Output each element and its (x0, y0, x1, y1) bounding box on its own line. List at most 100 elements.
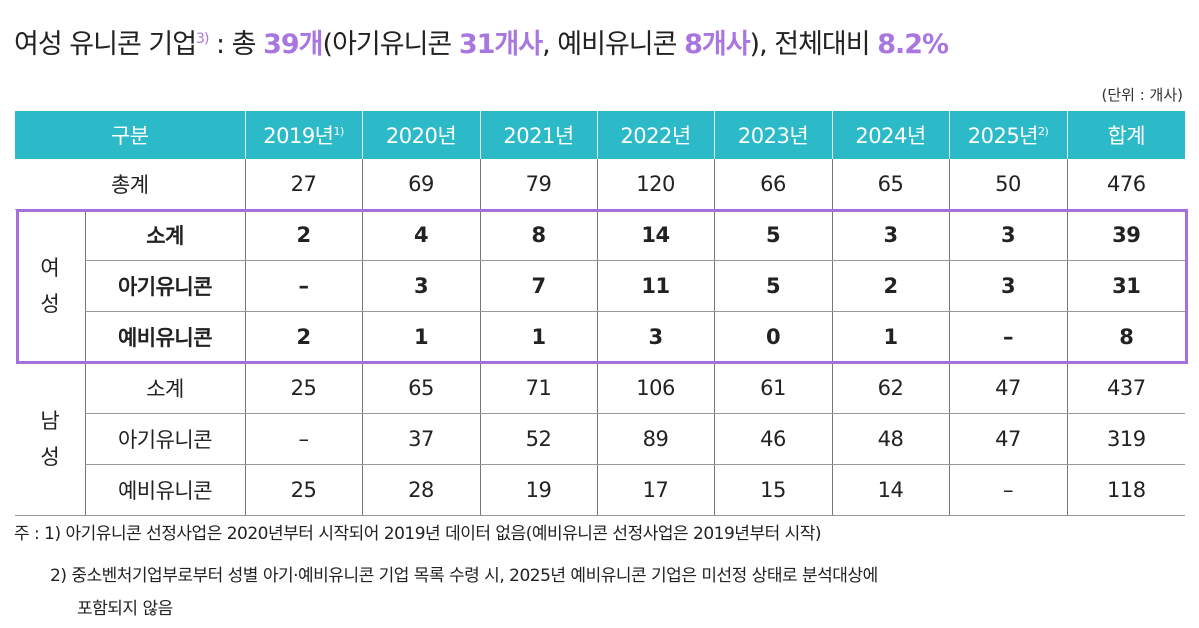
cell-value: – (244, 413, 363, 465)
cell-value: 69 (361, 159, 481, 210)
group-label-char: 성 (40, 444, 60, 469)
table-row: 아기유니콘 –3 7 11 5 2 3 31 (15, 260, 1186, 312)
cell-value: 62 (831, 362, 950, 414)
group-label-char: 남 (40, 408, 60, 433)
title-text: 여성 유니콘 기업 (14, 29, 197, 60)
cell-value: 47 (948, 362, 1068, 414)
cell-value: 27 (244, 159, 363, 210)
footnote-mark: 2) (1038, 125, 1049, 138)
title-highlight: 8개사 (684, 29, 750, 60)
cell-value: 1 (831, 311, 950, 363)
note-2: 2) 중소벤처기업부로부터 성별 아기·예비유니콘 기업 목록 수령 시, 20… (50, 566, 878, 586)
column-header-label: 2024년 (855, 124, 926, 148)
footnote-mark: 1) (333, 125, 345, 138)
title-highlight: 39개 (263, 29, 323, 60)
cell-value: 2 (244, 209, 363, 261)
cell-value: 3 (596, 311, 715, 363)
column-header-label: 2025년 (967, 124, 1039, 148)
note-2-continued: 포함되지 않음 (77, 599, 173, 619)
title-highlight: 31개사 (458, 29, 543, 60)
cell-value: 61 (713, 362, 833, 414)
cell-value: 3 (831, 209, 950, 261)
title-text: : 총 (208, 29, 264, 60)
cell-value: 65 (361, 362, 481, 414)
group-label-char: 성 (40, 292, 60, 317)
table-header-row: 구분 2019년1) 2020년 2021년 2022년 2023년 2024년 2025년2… (15, 111, 1186, 159)
row-label: 예비유니콘 (84, 311, 246, 363)
cell-value: 47 (948, 413, 1068, 465)
cell-value: 52 (479, 413, 598, 465)
column-header: 2025년2) (948, 111, 1068, 159)
cell-value: 50 (948, 159, 1068, 210)
cell-value: 79 (479, 159, 598, 210)
cell-value: 48 (831, 413, 950, 465)
column-header: 2024년 (831, 111, 950, 159)
table-row: 여 성 소계 2 4 8 14 5 3 3 39 (15, 209, 1186, 316)
unit-label: (단위 : 개사) (1101, 86, 1184, 104)
cell-value: 65 (831, 159, 950, 210)
column-header-label: 구분 (110, 124, 149, 148)
cell-value: 3 (361, 260, 481, 312)
cell-value: 14 (831, 464, 950, 516)
table-row: 예비유니콘 2 1 1 3 0 1–8 (15, 311, 1186, 363)
cell-value: 1 (479, 311, 598, 363)
cell-value: 15 (713, 464, 833, 516)
column-header-label: 2023년 (737, 124, 809, 148)
cell-value: 7 (479, 260, 598, 312)
cell-value: 5 (713, 209, 833, 261)
column-header: 2020년 (361, 111, 481, 159)
column-header-label: 2022년 (620, 124, 691, 148)
table-row: 예비유니콘 25 28 19 17 15 14–118 (15, 464, 1186, 516)
cell-value: 89 (596, 413, 715, 465)
cell-value: 4 (361, 209, 481, 261)
cell-value: 319 (1066, 413, 1186, 465)
row-label: 아기유니콘 (84, 413, 246, 465)
column-header: 구분 (15, 111, 246, 159)
column-header-label: 2021년 (503, 124, 574, 148)
column-header: 2021년 (479, 111, 598, 159)
title-text: (아기유니콘 (322, 29, 459, 60)
column-header: 합계 (1066, 111, 1186, 159)
cell-value: 39 (1066, 209, 1186, 261)
title-text: ), 전체대비 (749, 29, 878, 60)
female-unicorn-table: 구분 2019년1) 2020년 2021년 2022년 2023년 2024년 2025년2… (15, 111, 1186, 516)
note-1: 주 : 1) 아기유니콘 선정사업은 2020년부터 시작되어 2019년 데이… (14, 524, 822, 544)
column-header: 2019년1) (244, 111, 363, 159)
cell-value: – (244, 260, 363, 312)
column-header-label: 합계 (1107, 124, 1146, 148)
title-text: , 예비유니콘 (542, 29, 685, 60)
row-label: 소계 (84, 209, 246, 261)
cell-value: 1 (361, 311, 481, 363)
cell-value: 437 (1066, 362, 1186, 414)
cell-value: 0 (713, 311, 833, 363)
cell-value: 37 (361, 413, 481, 465)
cell-value: 46 (713, 413, 833, 465)
column-header-label: 2019년 (263, 124, 334, 148)
column-header: 2022년 (596, 111, 715, 159)
cell-value: 31 (1066, 260, 1186, 312)
table-row-total: 총계 27 69 79 120 66 65 50 476 (15, 159, 1186, 210)
row-label: 총계 (15, 159, 246, 210)
row-label: 예비유니콘 (84, 464, 246, 516)
cell-value: 3 (948, 209, 1068, 261)
cell-value: 25 (244, 362, 363, 414)
cell-value: 2 (244, 311, 363, 363)
cell-value: 8 (479, 209, 598, 261)
cell-value: 3 (948, 260, 1068, 312)
cell-value: – (948, 311, 1068, 363)
cell-value: 106 (596, 362, 715, 414)
cell-value: 28 (361, 464, 481, 516)
page-title: 여성 유니콘 기업3) : 총 39개(아기유니콘 31개사, 예비유니콘 8개… (14, 22, 949, 61)
title-highlight: 8.2% (877, 29, 949, 60)
cell-value: 8 (1066, 311, 1186, 363)
row-label: 소계 (84, 362, 246, 414)
cell-value: 2 (831, 260, 950, 312)
group-label-char: 여 (40, 256, 60, 281)
cell-value: 14 (596, 209, 715, 261)
cell-value: 5 (713, 260, 833, 312)
cell-value: 476 (1066, 159, 1186, 210)
cell-value: 17 (596, 464, 715, 516)
column-header-label: 2020년 (385, 124, 457, 148)
cell-value: 66 (713, 159, 833, 210)
